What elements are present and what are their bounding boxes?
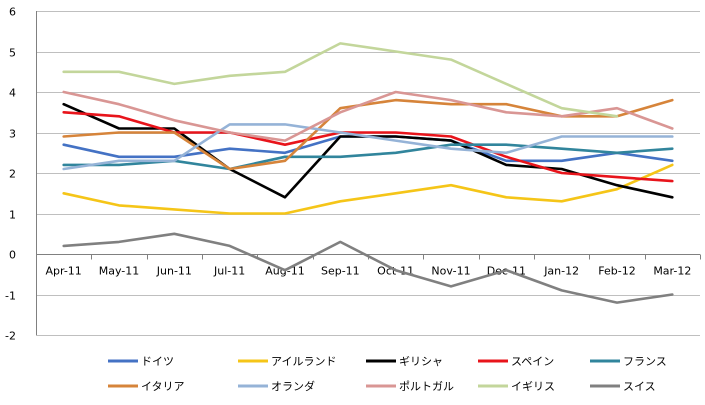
y-tick-label: 6 (9, 6, 16, 19)
legend-label: ドイツ (141, 355, 174, 368)
legend-item: アイルランド (238, 355, 336, 368)
legend-label: アイルランド (271, 355, 336, 368)
legend-item: イタリア (108, 380, 185, 393)
series-line-6 (62, 98, 674, 171)
x-tick-label: Nov-11 (431, 265, 470, 278)
x-tick-label: Jun-11 (156, 265, 192, 278)
x-tick-label: Apr-11 (46, 265, 82, 278)
x-tick-label: Jan-12 (543, 265, 579, 278)
x-tick-label: Mar-12 (653, 265, 691, 278)
series-line-2 (62, 163, 674, 215)
y-tick-label: 4 (9, 87, 16, 100)
y-tick-label: 2 (9, 168, 16, 181)
legend-label: ポルトガル (399, 380, 454, 393)
x-tick-label: Feb-12 (598, 265, 635, 278)
y-tick-label: -2 (5, 330, 16, 343)
legend-label: オランダ (271, 379, 315, 393)
legend-label: イタリア (141, 380, 185, 393)
legend-item: オランダ (238, 379, 315, 393)
legend-label: スイス (623, 380, 656, 393)
y-tick-label: 0 (9, 249, 16, 262)
legend-item: スイス (590, 380, 656, 393)
legend-label: フランス (623, 355, 667, 368)
series-line-8 (62, 90, 674, 142)
y-tick-label: 3 (9, 128, 16, 141)
legend-item: スペイン (478, 355, 554, 368)
x-tick-label: Sep-11 (321, 265, 360, 278)
legend-item: ギリシャ (366, 355, 443, 368)
y-tick-label: 5 (9, 47, 16, 60)
y-tick-label: 1 (9, 209, 16, 222)
x-tick-label: Jul-11 (213, 265, 245, 278)
series-line-10 (62, 232, 674, 304)
series-line-9 (62, 42, 619, 118)
legend-label: スペイン (511, 355, 554, 368)
legend-item: ポルトガル (366, 380, 454, 393)
series-line-7 (62, 123, 674, 171)
y-tick-label: -1 (5, 290, 16, 303)
series-line-1 (62, 135, 674, 163)
legend-label: ギリシャ (399, 355, 443, 368)
x-tick-label: May-11 (99, 265, 140, 278)
legend-item: ドイツ (108, 355, 174, 368)
series-lines (62, 42, 674, 304)
gridlines (36, 11, 700, 336)
legend-item: フランス (590, 355, 667, 368)
legend-label: イギリス (511, 380, 555, 393)
legend-item: イギリス (478, 380, 555, 393)
series-line-4 (62, 111, 674, 183)
